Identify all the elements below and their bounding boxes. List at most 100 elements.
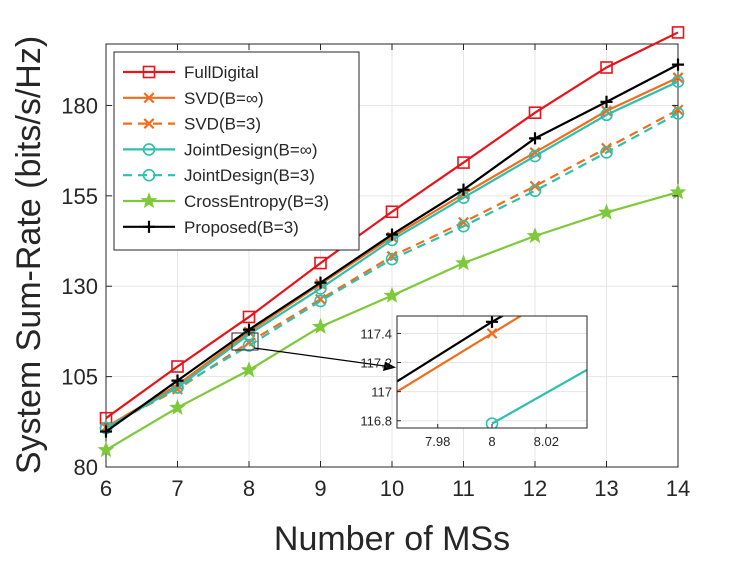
data-point-fulldigital: [314, 256, 327, 270]
legend-label: SVD(B=∞): [184, 89, 264, 108]
data-point-crossentropy-b-3: [240, 361, 258, 378]
data-point-proposed-b-3: [528, 132, 542, 145]
inset-x-tick-label: 7.98: [425, 434, 450, 449]
x-tick-label: 9: [314, 476, 326, 501]
legend-item-jointdesign-b-3: JointDesign(B=3): [123, 166, 315, 185]
x-tick-label: 13: [594, 476, 618, 501]
inset-series-svd-b: [397, 316, 523, 393]
y-tick-label: 155: [61, 184, 98, 209]
data-point-svd-b: [672, 72, 684, 84]
inset-ticks: 7.98 8 8.02 116.8 117 117.2 117.4: [360, 326, 559, 449]
data-point-crossentropy-b-3: [169, 398, 186, 415]
data-point-fulldigital: [99, 411, 113, 425]
inset-y-tick-label: 116.8: [360, 414, 392, 429]
data-point-fulldigital: [457, 156, 470, 169]
series-layer: [97, 26, 687, 458]
data-point-fulldigital: [671, 26, 685, 39]
legend-marker: [143, 92, 155, 104]
legend-item-crossentropy-b-3: CrossEntropy(B=3): [123, 192, 329, 211]
data-point-crossentropy-b-3: [526, 227, 544, 244]
x-tick-label: 14: [666, 476, 690, 501]
legend-label: Proposed(B=3): [184, 218, 299, 237]
series-fulldigital: [99, 26, 685, 425]
series-proposed-b-3: [99, 58, 685, 438]
legend-label: CrossEntropy(B=3): [184, 192, 329, 211]
inset-series-jointdesign-b: [485, 368, 587, 428]
data-point-proposed-b-3: [314, 276, 327, 289]
y-tick-label: 105: [61, 365, 98, 390]
legend-marker: [142, 168, 156, 182]
data-point-jointdesign-b-3: [457, 219, 470, 233]
data-point-svd-b-3: [672, 104, 684, 116]
legend-marker: [142, 143, 156, 156]
data-point-proposed-b-3: [385, 228, 399, 241]
zoom-region-box: [231, 332, 259, 351]
data-point-crossentropy-b-3: [383, 286, 401, 303]
x-tick-label: 7: [171, 476, 183, 501]
inset-point-jointdesign-b: [485, 417, 499, 428]
inset-y-tick-label: 117.2: [360, 356, 392, 371]
y-tick-label: 80: [74, 455, 98, 480]
y-axis-label: System Sum-Rate (bits/s/Hz): [10, 36, 48, 474]
data-point-jointdesign-b: [671, 75, 685, 88]
legend-item-svd-b: SVD(B=∞): [123, 89, 264, 108]
x-tick-label: 10: [380, 476, 404, 501]
inset-x-tick-label: 8: [488, 434, 495, 449]
data-point-fulldigital: [385, 205, 399, 219]
data-point-jointdesign-b-3: [385, 252, 399, 266]
legend-label: JointDesign(B=3): [184, 166, 315, 185]
data-point-jointdesign-b-3: [528, 184, 542, 198]
legend: FullDigital SVD(B=∞) SVD(B=3) JointDesign(B…: [113, 51, 360, 251]
legend-items: FullDigital SVD(B=∞) SVD(B=3) JointDesign(B…: [123, 63, 329, 237]
series-crossentropy-b-3: [97, 183, 687, 458]
x-tick-label: 8: [243, 476, 255, 501]
x-tick-label: 6: [100, 476, 112, 501]
y-tick-label: 130: [61, 274, 98, 299]
inset-line-jointdesign-b: [491, 368, 587, 425]
axis-ticks: 6 7 8 9 10 11 12 13 14 80 105 130 155 180: [61, 44, 690, 501]
data-point-svd-b: [529, 147, 541, 158]
inset-point-proposed-b-3: [485, 316, 499, 328]
x-axis-label: Number of MSs: [274, 520, 510, 558]
data-point-jointdesign-b-3: [671, 107, 685, 120]
data-point-crossentropy-b-3: [312, 317, 329, 334]
inset-series-layer: [397, 316, 587, 428]
series-line-fulldigital: [105, 31, 679, 420]
data-point-fulldigital: [528, 106, 542, 119]
series-jointdesign-b-3: [99, 107, 685, 435]
legend-item-proposed-b-3: Proposed(B=3): [123, 218, 299, 237]
data-point-fulldigital: [242, 310, 256, 324]
data-point-jointdesign-b-3: [314, 294, 327, 308]
data-point-jointdesign-b: [600, 108, 613, 122]
data-point-crossentropy-b-3: [598, 203, 615, 220]
legend-label: SVD(B=3): [184, 115, 261, 134]
data-point-proposed-b-3: [671, 58, 685, 71]
legend-marker: [142, 65, 156, 79]
data-point-crossentropy-b-3: [455, 254, 472, 271]
data-point-crossentropy-b-3: [97, 441, 115, 458]
series-line-jointdesign-b-3: [105, 112, 679, 429]
data-point-jointdesign-b: [528, 149, 542, 163]
data-point-proposed-b-3: [171, 374, 184, 387]
data-point-proposed-b-3: [600, 95, 613, 108]
legend-label: FullDigital: [184, 63, 259, 82]
x-tick-label: 11: [452, 476, 475, 501]
data-point-proposed-b-3: [99, 425, 113, 438]
zoom-arrow: [253, 347, 396, 371]
x-tick-label: 12: [523, 476, 547, 501]
legend-label: JointDesign(B=∞): [184, 140, 318, 159]
data-point-svd-b-3: [529, 180, 541, 192]
data-point-svd-b-3: [386, 250, 398, 262]
data-point-proposed-b-3: [457, 183, 470, 196]
inset-point-svd-b: [486, 328, 498, 339]
zoom-inset: 7.98 8 8.02 116.8 117 117.2 117.4: [360, 315, 588, 449]
legend-item-jointdesign-b: JointDesign(B=∞): [123, 140, 318, 159]
inset-series-proposed-b-3: [397, 316, 505, 383]
legend-marker: [140, 192, 158, 209]
inset-y-tick-label: 117: [371, 385, 392, 400]
inset-y-tick-label: 117.4: [360, 326, 392, 341]
legend-marker: [143, 118, 155, 130]
data-point-proposed-b-3: [242, 323, 256, 336]
legend-item-fulldigital: FullDigital: [123, 63, 259, 82]
